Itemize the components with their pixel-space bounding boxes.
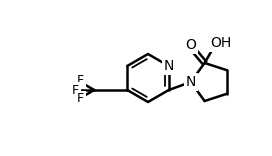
Text: O: O <box>185 38 196 52</box>
Text: F: F <box>72 83 79 97</box>
Text: OH: OH <box>210 36 231 50</box>
Text: F: F <box>77 93 84 105</box>
Text: N: N <box>163 59 174 73</box>
Text: N: N <box>186 75 196 89</box>
Text: F: F <box>77 75 84 88</box>
